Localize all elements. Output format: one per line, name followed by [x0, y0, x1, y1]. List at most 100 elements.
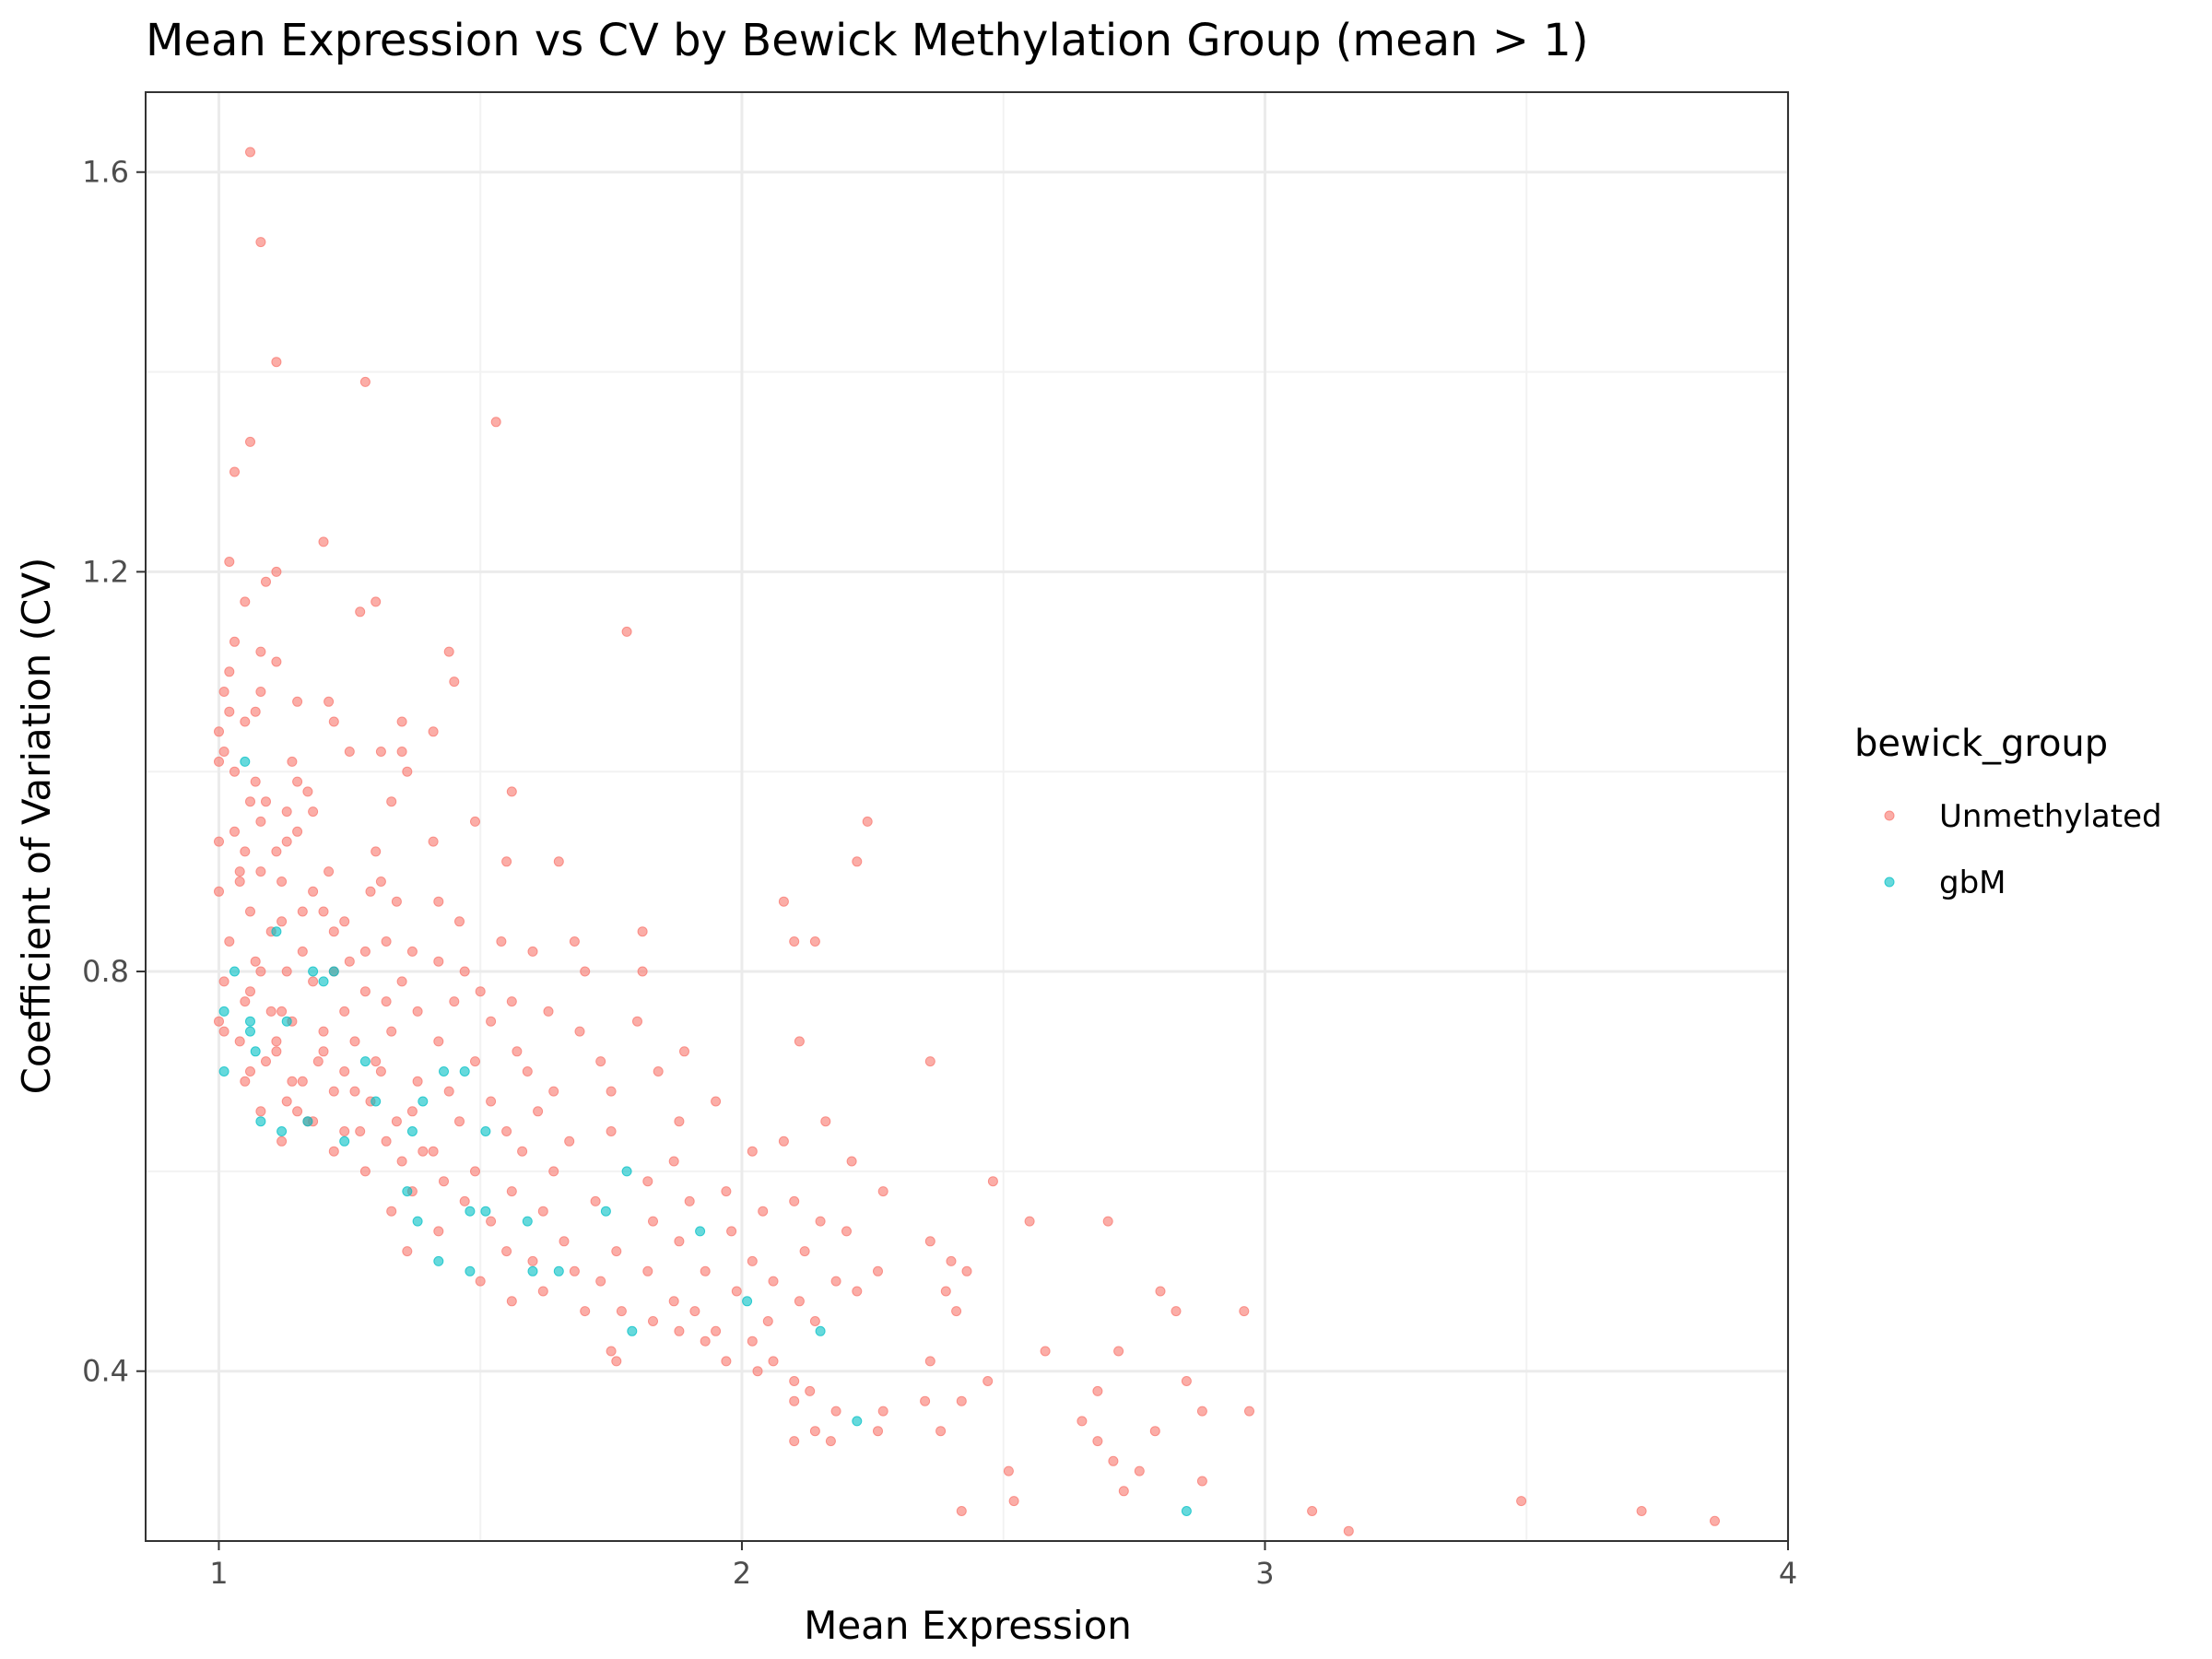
data-point: [276, 1006, 288, 1017]
data-point: [339, 1006, 350, 1017]
data-point: [789, 1436, 800, 1447]
data-point: [496, 936, 507, 947]
data-point: [406, 946, 418, 957]
data-point: [522, 1066, 533, 1077]
data-point: [276, 877, 288, 887]
data-point: [245, 147, 255, 158]
data-point: [308, 976, 319, 987]
data-point: [1239, 1306, 1250, 1317]
data-point: [830, 1276, 841, 1287]
data-point: [276, 916, 288, 927]
data-point: [873, 1265, 883, 1277]
data-point: [218, 1066, 229, 1077]
data-point: [240, 716, 251, 727]
data-point: [621, 1166, 632, 1177]
data-point: [328, 966, 339, 977]
data-point: [428, 1146, 439, 1157]
data-point: [371, 1056, 382, 1067]
data-point: [841, 1226, 852, 1237]
data-point: [402, 1246, 413, 1257]
data-point: [794, 1036, 805, 1047]
data-point: [224, 666, 235, 677]
data-point: [281, 1096, 292, 1107]
data-point: [674, 1325, 685, 1336]
data-point: [611, 1246, 622, 1257]
data-point: [632, 1016, 642, 1027]
data-point: [281, 966, 292, 977]
data-point: [595, 1276, 606, 1287]
legend-title: bewick_group: [1854, 723, 2108, 765]
data-point: [250, 706, 261, 717]
data-point: [355, 1126, 366, 1136]
data-point: [486, 1016, 497, 1027]
data-point: [375, 747, 386, 757]
data-point: [569, 936, 580, 947]
data-point: [961, 1265, 972, 1277]
data-point: [830, 1406, 841, 1417]
data-point: [475, 986, 486, 997]
data-point: [815, 1325, 826, 1336]
data-point: [486, 1216, 497, 1227]
data-point: [611, 1356, 622, 1367]
data-point: [747, 1146, 758, 1157]
data-point: [359, 946, 371, 957]
y-tick-label: 0.8: [82, 954, 129, 989]
data-point: [747, 1335, 758, 1347]
data-point: [862, 816, 873, 827]
data-point: [679, 1046, 689, 1057]
data-point: [302, 1116, 313, 1127]
y-tick-label: 0.4: [82, 1354, 129, 1389]
data-point: [465, 1206, 476, 1217]
data-point: [1003, 1465, 1014, 1477]
data-point: [877, 1406, 888, 1417]
data-point: [359, 1166, 371, 1177]
data-point: [349, 1086, 360, 1097]
data-point: [809, 1316, 820, 1326]
data-point: [449, 996, 460, 1007]
data-point: [1134, 1465, 1145, 1477]
data-point: [668, 1296, 679, 1307]
data-point: [700, 1335, 711, 1347]
data-point: [391, 1116, 402, 1127]
data-point: [501, 1126, 512, 1136]
data-point: [406, 1126, 418, 1136]
data-point: [506, 996, 517, 1007]
data-point: [920, 1395, 931, 1406]
data-point: [747, 1255, 758, 1266]
data-point: [527, 1255, 538, 1266]
data-point: [276, 1135, 288, 1147]
data-point: [214, 756, 224, 767]
data-point: [255, 1116, 266, 1127]
data-point: [564, 1135, 575, 1147]
data-point: [229, 826, 240, 837]
data-point: [224, 557, 235, 567]
series-unmethylated: [214, 147, 1720, 1536]
data-point: [1024, 1216, 1035, 1227]
data-point: [381, 996, 392, 1007]
data-point: [1636, 1506, 1647, 1516]
data-point: [486, 1096, 497, 1107]
data-point: [768, 1356, 779, 1367]
data-point: [480, 1206, 491, 1217]
data-point: [616, 1306, 627, 1317]
data-point: [328, 1086, 339, 1097]
data-point: [721, 1186, 732, 1197]
data-point: [308, 806, 319, 818]
data-point: [778, 896, 789, 907]
data-point: [501, 1246, 512, 1257]
data-point: [255, 687, 266, 697]
data-point: [375, 877, 386, 887]
data-point: [653, 1066, 664, 1077]
data-point: [668, 1156, 679, 1167]
data-point: [428, 836, 439, 847]
data-point: [359, 376, 371, 387]
data-point: [1307, 1506, 1318, 1516]
data-point: [261, 1056, 271, 1067]
data-point: [1118, 1486, 1129, 1497]
data-point: [344, 747, 355, 757]
data-point: [396, 716, 407, 727]
data-point: [234, 1036, 245, 1047]
data-point: [255, 966, 266, 977]
data-point: [1155, 1286, 1166, 1297]
